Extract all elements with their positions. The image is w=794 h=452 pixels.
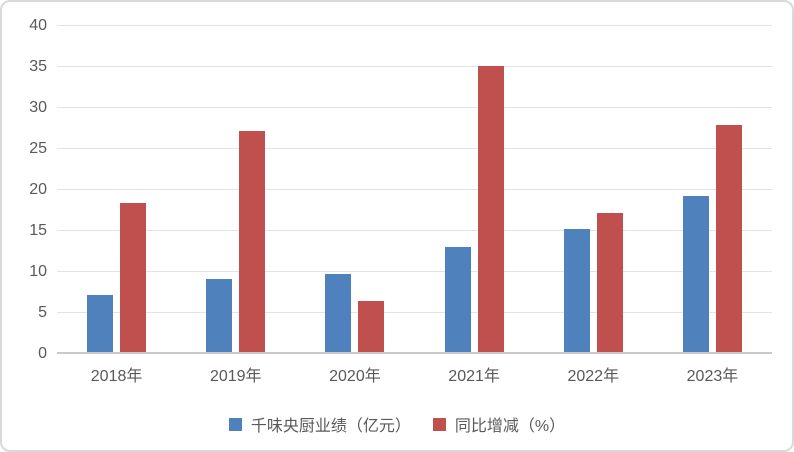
bar-group — [415, 26, 534, 352]
bar-group — [653, 26, 772, 352]
bar-group — [534, 26, 653, 352]
x-axis-label: 2019年 — [209, 368, 262, 385]
legend-swatch-red-icon — [432, 417, 446, 431]
legend-swatch-blue-icon — [228, 417, 242, 431]
gridline — [57, 66, 772, 67]
legend: 千味央厨业绩（亿元） 同比增减（%） — [2, 412, 792, 436]
y-tick-label: 35 — [29, 58, 47, 75]
bar — [206, 279, 233, 352]
gridline — [57, 25, 772, 26]
legend-item-performance: 千味央厨业绩（亿元） — [228, 412, 411, 436]
x-axis-label: 2018年 — [90, 368, 143, 385]
gridline — [57, 312, 772, 313]
bar — [239, 131, 266, 352]
x-axis-label: 2022年 — [567, 368, 620, 385]
y-tick-label: 10 — [29, 263, 47, 280]
bar — [358, 301, 385, 352]
y-tick-label: 40 — [29, 17, 47, 34]
y-tick-label: 0 — [38, 345, 47, 362]
y-tick-label: 5 — [38, 304, 47, 321]
gridline — [57, 189, 772, 190]
legend-label-performance: 千味央厨业绩（亿元） — [250, 418, 411, 435]
bar — [87, 294, 114, 352]
gridline — [57, 107, 772, 108]
gridline — [57, 271, 772, 272]
bar — [444, 247, 471, 352]
gridline — [57, 148, 772, 149]
y-tick-label: 25 — [29, 140, 47, 157]
x-axis-label: 2023年 — [686, 368, 739, 385]
plot-area — [57, 25, 772, 354]
x-axis-label: 2020年 — [329, 368, 381, 385]
bar — [596, 213, 623, 352]
bar — [563, 229, 590, 352]
bar-group — [57, 26, 176, 352]
x-axis-labels: 2018年 2019年 2020年 2021年 2022年 2023年 — [57, 362, 772, 386]
bar-group — [295, 26, 414, 352]
legend-label-yoy: 同比增减（%） — [454, 418, 566, 435]
bar — [120, 202, 147, 352]
y-tick-label: 15 — [29, 222, 47, 239]
bar — [325, 274, 352, 352]
legend-item-yoy: 同比增减（%） — [432, 412, 566, 436]
bar-group — [176, 26, 295, 352]
bar — [715, 124, 742, 352]
gridline — [57, 230, 772, 231]
x-axis-label: 2021年 — [448, 368, 500, 385]
bar — [477, 65, 504, 352]
bar — [682, 196, 709, 352]
y-tick-label: 30 — [29, 99, 47, 116]
y-tick-label: 20 — [29, 181, 47, 198]
